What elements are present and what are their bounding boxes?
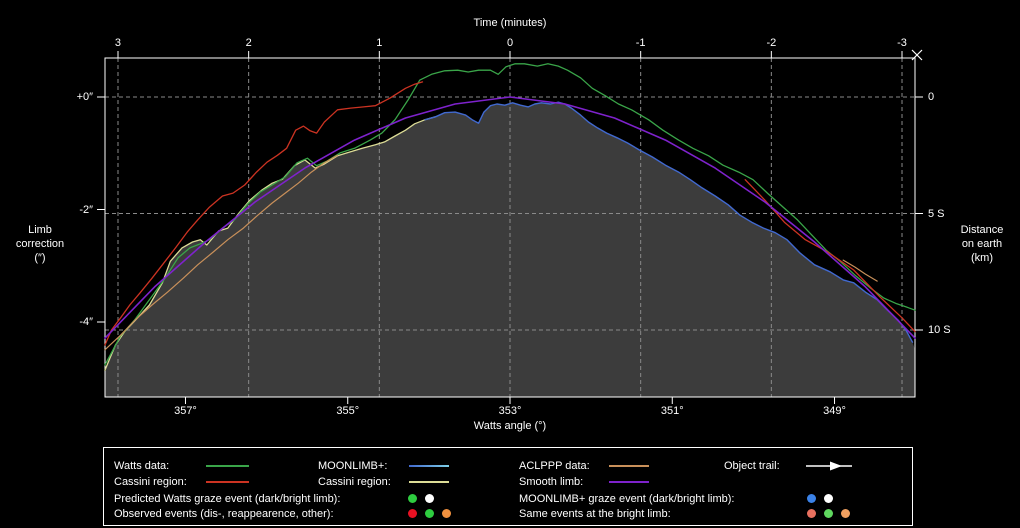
cassini-yellow-swatch <box>409 481 449 483</box>
moonlimb-dark-limb-dot-icon <box>807 494 816 503</box>
series-cassini-region-red-left <box>104 81 424 346</box>
right-axis-title-line1: Distance <box>960 224 1004 236</box>
cassini-red-swatch <box>206 481 249 483</box>
top-tick-label: -1 <box>635 37 646 49</box>
smooth-limb-swatch <box>609 481 649 483</box>
series-watts-data <box>104 63 916 366</box>
axis-tick-labels: 3 2 1 0 -1 -2 -3 357° 355° 353° 351° 349° +0″ -2″ -4″ 0… <box>76 37 951 417</box>
left-tick-label: +0″ <box>76 91 93 103</box>
left-tick-label: -2″ <box>79 203 93 216</box>
top-axis-title: Time (minutes) <box>473 17 547 29</box>
bottom-tick-label: 353° <box>498 405 522 417</box>
bottom-tick-label: 355° <box>336 405 360 417</box>
legend-label-aclppp: ACLPPP data: <box>519 460 590 472</box>
bright-other-dot-icon <box>841 509 850 518</box>
left-tick-label: -4″ <box>79 316 93 328</box>
moonlimb-bright-limb-dot-icon <box>824 494 833 503</box>
bright-disappearance-dot-icon <box>807 509 816 518</box>
top-tick-label: 2 <box>245 37 252 49</box>
watts-data-swatch <box>206 465 249 467</box>
left-axis-title-line3: (″) <box>34 252 46 264</box>
observed-other-dot-icon <box>442 509 451 518</box>
series-aclppp-data-right <box>842 259 878 282</box>
bottom-tick-label: 357° <box>174 405 197 417</box>
legend-label-object-trail: Object trail: <box>724 460 780 472</box>
legend-box: Watts data: MOONLIMB+: ACLPPP data: Obje… <box>103 447 913 526</box>
legend-label-same-events: Same events at the bright limb: <box>519 508 671 520</box>
legend-label-moonlimb-graze: MOONLIMB+ graze event (dark/bright limb)… <box>519 493 735 505</box>
series-aclppp-data-left <box>104 154 339 351</box>
legend-label-cassini-yellow: Cassini region: <box>318 476 391 488</box>
aclppp-swatch <box>609 465 649 467</box>
predicted-dark-limb-dot-icon <box>408 494 417 503</box>
limb-profile-chart[interactable] <box>0 0 1020 443</box>
bottom-tick-label: 349° <box>823 405 846 417</box>
series-moonlimb-limb <box>424 101 914 343</box>
legend-label-predicted-watts: Predicted Watts graze event (dark/bright… <box>114 493 341 505</box>
legend-label-watts-data: Watts data: <box>114 460 170 472</box>
top-tick-label: -2 <box>766 37 777 49</box>
series-smooth-limb <box>104 96 916 340</box>
bottom-axis-title: Watts angle (°) <box>473 420 547 432</box>
bright-reappearance-dot-icon <box>824 509 833 518</box>
top-tick-label: 0 <box>506 37 514 49</box>
bottom-tick-label: 351° <box>660 405 684 417</box>
legend-label-moonlimb: MOONLIMB+: <box>318 460 388 472</box>
legend-label-smooth-limb: Smooth limb: <box>519 476 584 488</box>
object-trail-marker-icon <box>911 49 923 61</box>
right-tick-label: 0 <box>928 91 935 103</box>
top-tick-label: -3 <box>897 37 907 49</box>
observed-reappearance-dot-icon <box>425 509 434 518</box>
legend-label-cassini-red: Cassini region: <box>114 476 187 488</box>
predicted-bright-limb-dot-icon <box>425 494 434 503</box>
left-axis-title-line2: correction <box>15 238 65 250</box>
right-tick-label: 10 S <box>928 324 951 336</box>
right-axis-title-line3: (km) <box>971 252 993 264</box>
right-tick-label: 5 S <box>928 207 945 220</box>
left-axis-title-line1: Limb <box>28 224 52 236</box>
top-tick-label: 3 <box>114 37 122 49</box>
right-axis-title-line2: on earth <box>961 238 1003 250</box>
observed-disappearance-dot-icon <box>408 509 417 518</box>
moonlimb-swatch <box>409 465 449 467</box>
legend-label-observed-events: Observed events (dis-, reappearence, oth… <box>114 508 334 520</box>
object-trail-arrow-icon <box>806 461 852 471</box>
top-tick-label: 1 <box>376 37 383 49</box>
